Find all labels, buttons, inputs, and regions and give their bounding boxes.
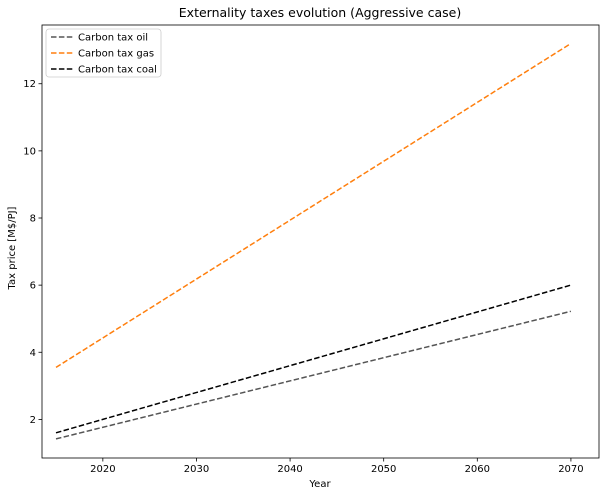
x-axis-label: Year bbox=[308, 479, 331, 490]
series-line-carbon-tax-coal bbox=[55, 284, 572, 434]
x-tick-label: 2040 bbox=[277, 464, 302, 475]
series-layer bbox=[55, 42, 572, 440]
legend-label-carbon-tax-coal: Carbon tax coal bbox=[78, 65, 157, 76]
y-tick-label: 6 bbox=[30, 281, 36, 292]
y-tick-label: 10 bbox=[23, 146, 36, 157]
series-line-carbon-tax-gas bbox=[55, 42, 572, 369]
ticks-layer: 2020 2030 2040 2050 2060 2070 2 4 6 8 10 12 bbox=[23, 79, 583, 475]
legend-label-carbon-tax-gas: Carbon tax gas bbox=[78, 49, 154, 60]
y-axis-label: Tax price [M$/PJ] bbox=[7, 206, 18, 290]
x-tick-label: 2060 bbox=[465, 464, 490, 475]
legend: Carbon tax oil Carbon tax gas Carbon tax c… bbox=[45, 28, 162, 78]
x-tick-label: 2030 bbox=[184, 464, 209, 475]
chart-title: Externality taxes evolution (Aggressive … bbox=[179, 5, 461, 20]
legend-box bbox=[45, 28, 162, 78]
y-tick-label: 2 bbox=[30, 415, 36, 426]
series-line-carbon-tax-oil bbox=[55, 310, 572, 440]
x-tick-label: 2020 bbox=[90, 464, 115, 475]
y-tick-label: 4 bbox=[30, 348, 36, 359]
x-tick-label: 2050 bbox=[371, 464, 396, 475]
x-tick-label: 2070 bbox=[558, 464, 583, 475]
y-tick-label: 12 bbox=[23, 79, 36, 90]
legend-label-carbon-tax-oil: Carbon tax oil bbox=[78, 33, 148, 44]
y-tick-label: 8 bbox=[30, 214, 36, 225]
plot-area-frame bbox=[41, 24, 600, 459]
